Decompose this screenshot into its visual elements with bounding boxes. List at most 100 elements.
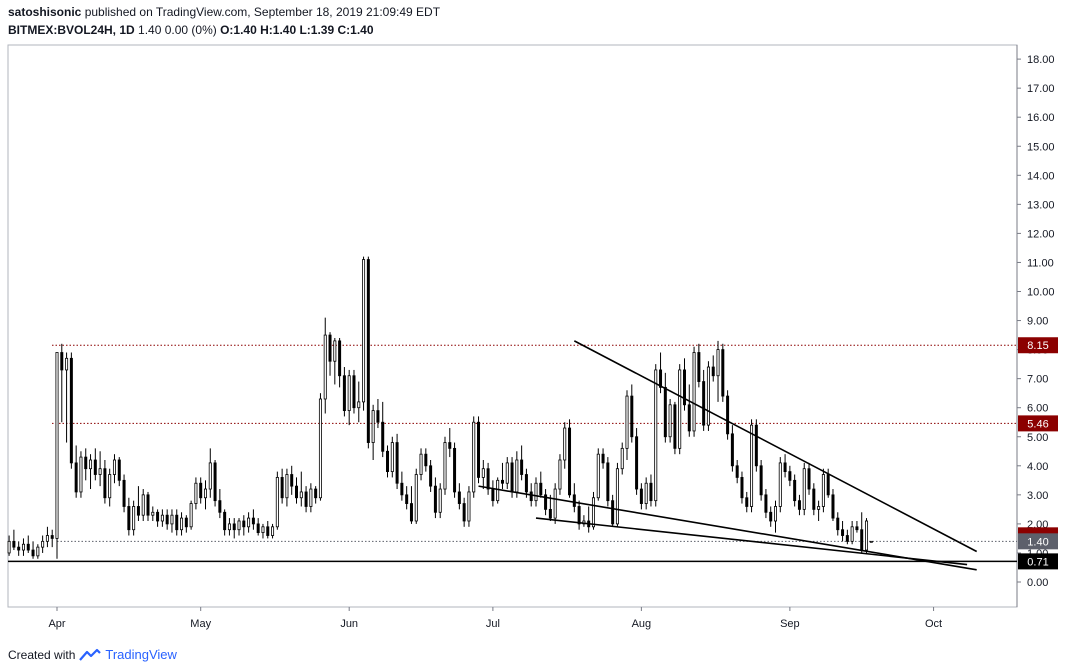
candle xyxy=(644,477,648,510)
candle xyxy=(170,509,174,533)
candle xyxy=(673,401,677,455)
candle xyxy=(544,489,548,516)
candle xyxy=(146,491,150,521)
candle-body-up xyxy=(558,459,562,490)
candle-body-up xyxy=(778,462,782,507)
candle-body-down xyxy=(659,369,663,388)
candle xyxy=(845,529,849,545)
candle xyxy=(395,433,399,490)
candle-body-down xyxy=(486,468,490,490)
candle-body-down xyxy=(156,511,160,522)
candle xyxy=(572,483,576,513)
candle xyxy=(726,390,730,440)
candle xyxy=(7,535,11,556)
candle-body-up xyxy=(644,482,648,504)
candle xyxy=(793,474,797,507)
candle xyxy=(256,518,260,536)
candle-body-down xyxy=(745,497,749,507)
candle-body-up xyxy=(563,427,567,461)
candle-body-down xyxy=(606,462,610,502)
candle-body-up xyxy=(750,424,754,507)
candle-body-down xyxy=(242,520,246,528)
candle-body-down xyxy=(764,494,768,513)
candle-body-down xyxy=(405,494,409,504)
candle-body-up xyxy=(285,474,289,499)
y-tick-label: 17.00 xyxy=(1027,83,1055,95)
candle xyxy=(515,451,519,498)
price-badge-bg xyxy=(1018,415,1058,432)
tradingview-brand[interactable]: TradingView xyxy=(105,647,177,662)
author-name[interactable]: satoshisonic xyxy=(8,5,82,19)
candle-body-up xyxy=(443,442,447,490)
candle xyxy=(778,457,782,513)
candle xyxy=(433,477,437,519)
candle-body-up xyxy=(357,401,361,409)
candle xyxy=(472,416,476,498)
candle-body-down xyxy=(60,352,64,371)
candle xyxy=(17,541,21,556)
y-tick-label: 16.00 xyxy=(1027,112,1055,124)
candle xyxy=(865,518,869,553)
candle xyxy=(582,515,586,527)
candle xyxy=(304,486,308,513)
x-tick-label: Oct xyxy=(925,618,942,630)
candle xyxy=(639,483,643,510)
candle-body-up xyxy=(247,517,251,528)
candle-body-down xyxy=(836,517,840,531)
candle-body-up xyxy=(45,535,49,542)
candle xyxy=(453,442,457,498)
published-text: published on TradingView.com, September … xyxy=(84,5,441,19)
candle xyxy=(184,515,188,533)
candle xyxy=(117,457,121,487)
candle xyxy=(587,506,591,533)
candle-body-down xyxy=(726,395,730,435)
candle-body-up xyxy=(309,488,313,507)
candle-body-up xyxy=(41,540,45,548)
candle-body-down xyxy=(218,500,222,513)
candle xyxy=(180,512,184,536)
candle-body-up xyxy=(850,526,854,542)
y-tick-label: 14.00 xyxy=(1027,170,1055,182)
candle xyxy=(630,384,634,443)
candle xyxy=(716,340,720,402)
candle xyxy=(31,541,35,559)
candle xyxy=(352,369,356,414)
candle-body-down xyxy=(702,381,706,426)
candle xyxy=(702,369,706,431)
y-tick-label: 3.00 xyxy=(1027,490,1048,502)
candle xyxy=(568,419,572,498)
price-badge: 0.71 xyxy=(1018,553,1058,570)
candle-body-down xyxy=(855,526,859,531)
candle-body-down xyxy=(74,462,78,493)
price-badge-label: 8.15 xyxy=(1027,340,1048,352)
x-tick-label: May xyxy=(190,618,211,630)
candle-body-down xyxy=(184,517,188,528)
candle-body-up xyxy=(7,540,11,554)
candle xyxy=(232,518,236,539)
candle xyxy=(21,538,25,556)
candle xyxy=(390,436,394,478)
candle-body-up xyxy=(347,375,351,412)
y-tick-label: 7.00 xyxy=(1027,374,1048,386)
candle xyxy=(553,483,557,524)
candle-body-down xyxy=(433,485,437,513)
candle-body-down xyxy=(735,465,739,478)
candle-body-up xyxy=(170,514,174,525)
candle-body-down xyxy=(69,357,73,464)
candle-body-up xyxy=(333,340,337,362)
candle-body-up xyxy=(318,398,322,499)
candle-body-down xyxy=(539,482,543,496)
candle xyxy=(467,486,471,527)
candle xyxy=(194,477,198,510)
candle-body-up xyxy=(414,474,418,522)
candle xyxy=(797,494,801,516)
candle-body-up xyxy=(467,491,471,522)
candle xyxy=(275,471,279,530)
candle xyxy=(491,480,495,507)
candle-body-down xyxy=(136,506,140,516)
candle-body-up xyxy=(112,459,116,475)
candle-body-down xyxy=(381,421,385,452)
candle xyxy=(740,471,744,504)
candle xyxy=(817,500,821,521)
